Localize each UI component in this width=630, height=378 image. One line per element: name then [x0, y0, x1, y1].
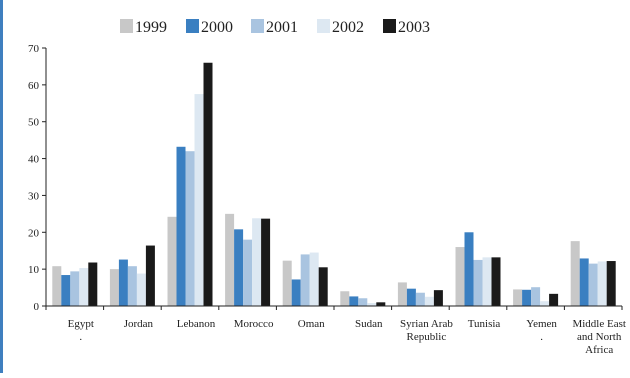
legend-label-2002: 2002 — [332, 19, 364, 36]
bar-2000-7 — [464, 232, 474, 306]
x-category-label: Jordan — [124, 318, 154, 330]
legend-label-1999: 1999 — [135, 19, 167, 36]
bar-2002-7 — [482, 257, 492, 306]
bar-1999-2 — [167, 216, 177, 306]
x-category-label: Africa — [585, 344, 613, 356]
bar-2001-9 — [588, 263, 598, 306]
bar-2001-2 — [185, 151, 195, 306]
x-category-label: . — [540, 331, 543, 343]
bar-2003-6 — [433, 290, 443, 306]
left-border-rule — [0, 0, 3, 373]
legend-swatch-2001 — [251, 19, 264, 33]
bar-2000-0 — [61, 275, 71, 306]
y-axis: 0 10 20 30 40 50 60 70 — [28, 43, 47, 313]
x-category-label: Egypt — [68, 318, 94, 330]
bar-2000-9 — [579, 258, 589, 306]
x-axis: Egypt. Jordan Lebanon Morocco Oman Sudan Syria… — [45, 305, 626, 356]
bar-2002-5 — [367, 303, 377, 306]
bar-2001-6 — [415, 292, 425, 306]
bar-1999-3 — [225, 213, 235, 306]
bar-2000-6 — [406, 288, 416, 306]
y-tick-label: 40 — [28, 154, 40, 166]
bar-2000-1 — [118, 259, 128, 306]
y-tick-label: 10 — [28, 264, 40, 276]
x-category-label: Oman — [298, 318, 325, 330]
bar-1999-7 — [455, 247, 465, 306]
bar-1999-6 — [397, 282, 407, 306]
bar-marks — [52, 62, 616, 306]
bar-2003-7 — [491, 257, 501, 306]
bar-2003-5 — [376, 302, 386, 306]
x-category-label: Republic — [407, 331, 447, 343]
bar-2001-0 — [70, 271, 80, 306]
bar-2003-3 — [261, 218, 271, 306]
x-category-label: and North — [577, 331, 622, 343]
legend-label-2000: 2000 — [201, 19, 233, 36]
bar-2000-8 — [522, 289, 532, 306]
y-tick-label: 20 — [28, 227, 40, 239]
bar-2000-2 — [176, 146, 186, 306]
bar-2000-3 — [234, 229, 244, 306]
y-tick-label: 50 — [28, 117, 40, 129]
bar-2002-2 — [194, 94, 204, 306]
bar-2001-7 — [473, 259, 483, 306]
y-tick-label: 0 — [34, 301, 40, 313]
y-tick-label: 60 — [28, 80, 40, 92]
bar-2003-0 — [88, 262, 98, 306]
legend-label-2001: 2001 — [266, 19, 298, 36]
bar-1999-0 — [52, 266, 62, 306]
x-category-label: Sudan — [355, 318, 383, 330]
bar-2001-8 — [531, 287, 541, 306]
bar-2003-4 — [318, 267, 328, 306]
bar-2002-4 — [309, 252, 319, 306]
legend-swatch-2002 — [317, 19, 330, 33]
bar-2002-1 — [136, 273, 146, 306]
x-category-label: Yemen — [526, 318, 557, 330]
bar-2001-4 — [300, 254, 310, 306]
bar-2002-0 — [79, 268, 89, 306]
bar-2003-2 — [203, 62, 213, 306]
bar-1999-4 — [282, 260, 292, 306]
bar-2003-1 — [145, 245, 155, 306]
bar-2003-8 — [549, 293, 559, 306]
bar-2002-3 — [252, 218, 262, 306]
bar-2000-5 — [349, 296, 359, 306]
x-category-label: Morocco — [234, 318, 274, 330]
bar-2003-9 — [606, 261, 616, 306]
bar-1999-1 — [109, 269, 119, 306]
legend-swatch-2003 — [383, 19, 396, 33]
bar-1999-5 — [340, 291, 350, 306]
bar-1999-9 — [570, 241, 580, 306]
bar-1999-8 — [513, 289, 523, 306]
x-category-label: . — [79, 331, 82, 343]
legend-swatch-2000 — [186, 19, 199, 33]
chart-legend: 1999 2000 2001 2002 2003 — [120, 19, 430, 36]
y-tick-label: 70 — [28, 43, 40, 55]
x-category-label: Tunisia — [468, 318, 501, 330]
bar-2002-6 — [424, 296, 434, 306]
y-tick-label: 30 — [28, 190, 40, 202]
legend-swatch-1999 — [120, 19, 133, 33]
x-category-label: Middle East — [572, 318, 625, 330]
bar-2001-1 — [127, 266, 137, 306]
bar-2000-4 — [291, 279, 301, 306]
bar-2002-9 — [597, 261, 607, 306]
x-category-label: Syrian Arab — [400, 318, 453, 330]
bar-2001-5 — [358, 298, 368, 306]
x-category-label: Lebanon — [177, 318, 216, 330]
legend-label-2003: 2003 — [398, 19, 430, 36]
bar-2001-3 — [243, 239, 253, 306]
bar-2002-8 — [540, 301, 550, 306]
